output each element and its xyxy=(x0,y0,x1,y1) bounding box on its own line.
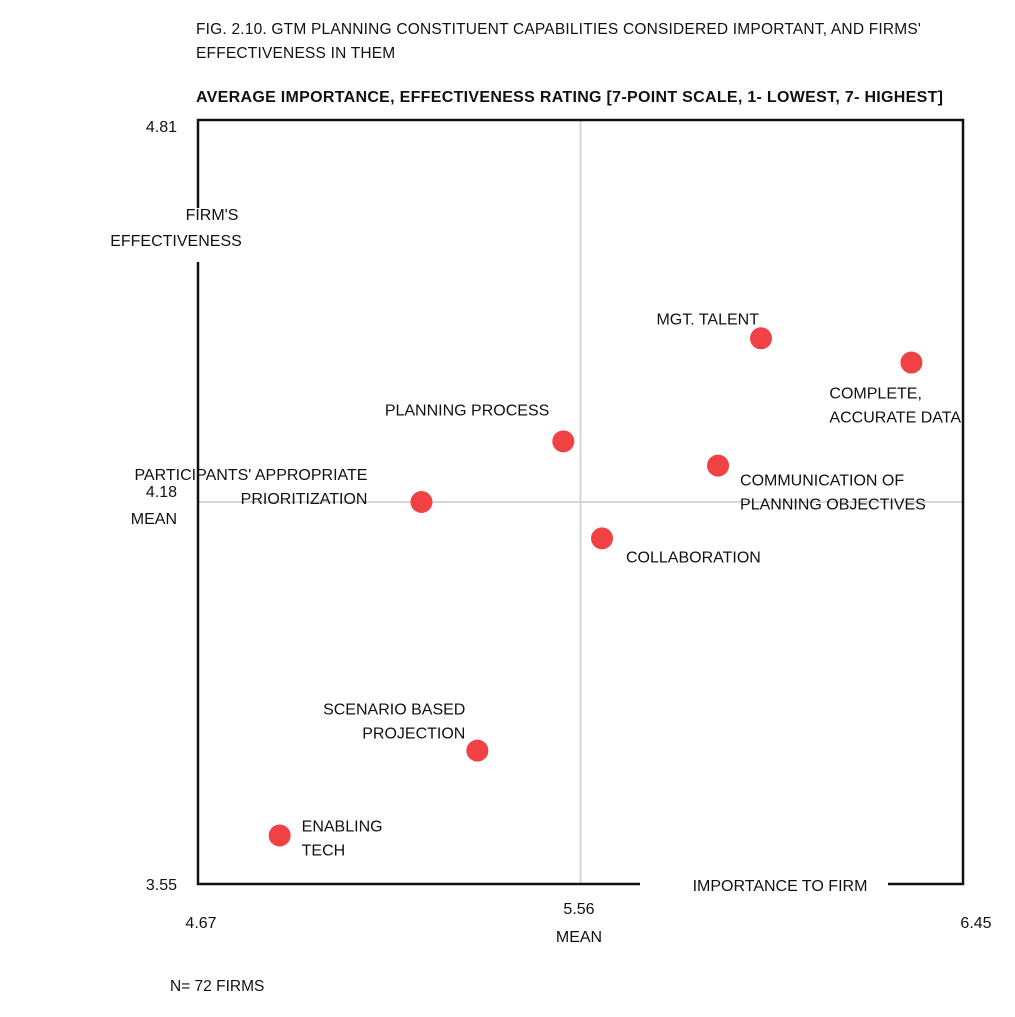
data-point-label: PLANNING OBJECTIVES xyxy=(740,497,926,514)
data-point xyxy=(410,491,433,513)
data-point-labels: MGT. TALENT COMPLETE, ACCURATE DATA PLANNIN… xyxy=(134,311,961,859)
data-point-label: ACCURATE DATA xyxy=(829,410,961,427)
sample-size-note: N= 72 FIRMS xyxy=(170,978,264,995)
figure-title-line-2: EFFECTIVENESS IN THEM xyxy=(196,45,395,62)
y-tick-label-max: 4.81 xyxy=(146,119,177,136)
chart-subtitle: AVERAGE IMPORTANCE, EFFECTIVENESS RATING… xyxy=(196,89,943,106)
data-point xyxy=(707,454,730,477)
figure-title-line-1: FIG. 2.10. GTM PLANNING CONSTITUENT CAPA… xyxy=(196,21,921,38)
x-tick-label-min: 4.67 xyxy=(185,915,216,932)
data-point-label: PRIORITIZATION xyxy=(241,491,368,508)
y-axis-title-line-2: EFFECTIVENESS xyxy=(110,233,242,250)
data-point-label: PARTICIPANTS' APPROPRIATE xyxy=(134,467,367,484)
data-point-label: TECH xyxy=(302,842,346,859)
y-tick-label-mean: 4.18 xyxy=(146,484,177,501)
y-tick-label-min: 3.55 xyxy=(146,877,177,894)
data-point-label: SCENARIO BASED xyxy=(323,702,465,719)
data-point xyxy=(268,824,291,847)
data-points xyxy=(268,327,923,847)
data-point xyxy=(900,351,923,374)
data-point xyxy=(552,430,575,453)
data-point-label: COMPLETE, xyxy=(829,386,921,403)
data-point xyxy=(750,327,773,350)
x-axis-title: IMPORTANCE TO FIRM xyxy=(693,878,868,895)
data-point-label: COMMUNICATION OF xyxy=(740,473,904,490)
y-axis-title-line-1: FIRM'S xyxy=(186,207,239,224)
plot-frame xyxy=(196,118,965,886)
data-point xyxy=(466,739,489,762)
y-mean-label: MEAN xyxy=(131,511,177,528)
data-point-label: MGT. TALENT xyxy=(656,311,759,328)
data-point-label: PLANNING PROCESS xyxy=(385,402,549,419)
x-tick-label-max: 6.45 xyxy=(960,915,991,932)
data-point xyxy=(590,527,613,550)
data-point-label: ENABLING xyxy=(302,818,383,835)
data-point-label: PROJECTION xyxy=(362,726,465,743)
x-mean-label: MEAN xyxy=(556,929,602,946)
x-tick-label-mean: 5.56 xyxy=(563,901,594,918)
data-point-label: COLLABORATION xyxy=(626,549,761,566)
